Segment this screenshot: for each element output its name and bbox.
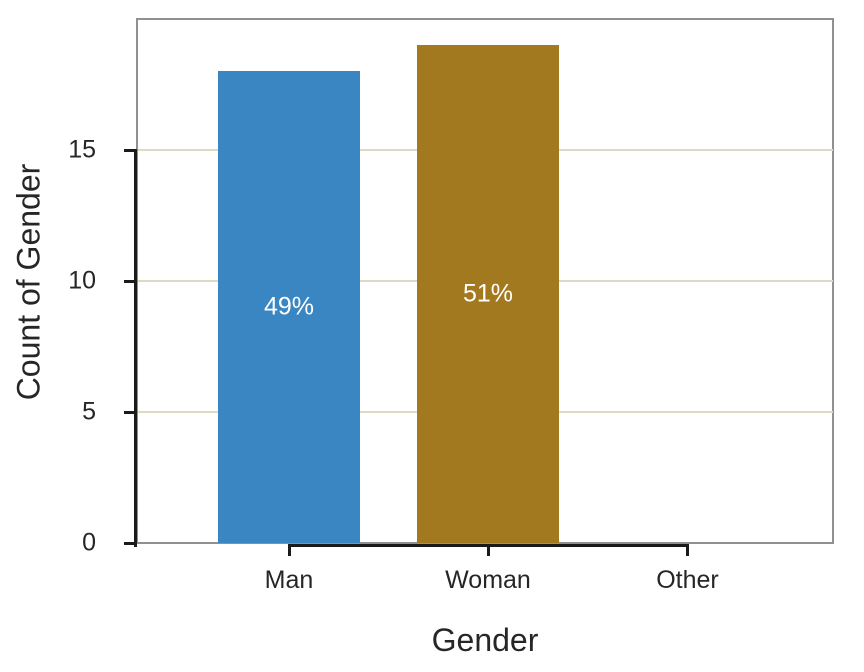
- x-tick-other: [686, 545, 689, 556]
- y-axis-spine: [134, 149, 137, 547]
- x-tick-label-man: Man: [264, 566, 314, 594]
- bar-value-label-man: 49%: [263, 292, 315, 321]
- y-axis-title: Count of Gender: [10, 163, 47, 401]
- bar-value-label-woman: 51%: [462, 279, 514, 308]
- y-tick-label-0: 0: [82, 528, 96, 557]
- y-tick-5: [124, 410, 134, 414]
- y-tick-label-15: 15: [68, 135, 96, 164]
- y-tick-label-5: 5: [82, 397, 96, 426]
- x-tick-label-other: Other: [656, 566, 719, 594]
- bar-woman: [417, 45, 559, 543]
- x-tick-label-woman: Woman: [445, 566, 531, 594]
- x-axis-title: Gender: [431, 622, 539, 658]
- y-tick-15: [124, 148, 134, 152]
- x-tick-man: [287, 545, 291, 556]
- y-tick-label-10: 10: [68, 266, 96, 295]
- y-tick-0: [124, 541, 134, 545]
- bar-man: [218, 71, 360, 543]
- y-tick-10: [124, 279, 134, 283]
- x-tick-woman: [486, 545, 490, 556]
